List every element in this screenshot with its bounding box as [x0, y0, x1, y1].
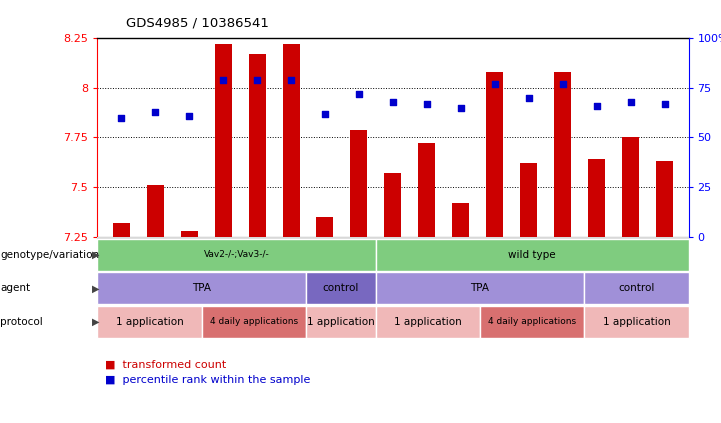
Bar: [384, 173, 402, 237]
Text: ■  percentile rank within the sample: ■ percentile rank within the sample: [105, 375, 310, 385]
Text: protocol: protocol: [0, 317, 43, 327]
Point: [115, 114, 127, 121]
Text: Vav2-/-;Vav3-/-: Vav2-/-;Vav3-/-: [203, 250, 270, 259]
Point: [387, 98, 399, 105]
Bar: [215, 44, 231, 237]
Point: [591, 102, 603, 109]
Text: genotype/variation: genotype/variation: [0, 250, 99, 260]
Bar: [487, 72, 503, 237]
Bar: [521, 163, 537, 237]
Bar: [554, 72, 571, 237]
Point: [625, 98, 637, 105]
Point: [489, 80, 500, 87]
Text: 4 daily applications: 4 daily applications: [488, 317, 576, 326]
Bar: [588, 159, 606, 237]
Point: [353, 91, 365, 97]
Bar: [350, 129, 368, 237]
Point: [319, 110, 331, 117]
Text: agent: agent: [0, 283, 30, 293]
Bar: [146, 185, 164, 237]
Text: 4 daily applications: 4 daily applications: [210, 317, 298, 326]
Text: 1 application: 1 application: [394, 317, 461, 327]
Text: TPA: TPA: [470, 283, 490, 293]
Text: control: control: [618, 283, 655, 293]
Text: wild type: wild type: [508, 250, 556, 260]
Text: ▶: ▶: [92, 317, 99, 327]
Point: [149, 108, 161, 115]
Text: 1 application: 1 application: [307, 317, 375, 327]
Point: [217, 77, 229, 83]
Bar: [249, 54, 265, 237]
Bar: [317, 217, 334, 237]
Text: ▶: ▶: [92, 250, 99, 260]
Point: [557, 80, 569, 87]
Bar: [180, 231, 198, 237]
Point: [421, 100, 433, 107]
Bar: [622, 137, 640, 237]
Point: [251, 77, 262, 83]
Text: 1 application: 1 application: [603, 317, 671, 327]
Bar: [112, 223, 130, 237]
Text: 1 application: 1 application: [115, 317, 183, 327]
Bar: [656, 161, 673, 237]
Text: TPA: TPA: [193, 283, 211, 293]
Point: [523, 94, 535, 101]
Text: GDS4985 / 10386541: GDS4985 / 10386541: [126, 16, 269, 30]
Text: control: control: [322, 283, 359, 293]
Bar: [283, 44, 299, 237]
Point: [455, 104, 466, 111]
Text: ■  transformed count: ■ transformed count: [105, 360, 226, 370]
Point: [659, 100, 671, 107]
Bar: [452, 203, 469, 237]
Point: [286, 77, 297, 83]
Bar: [418, 143, 435, 237]
Text: ▶: ▶: [92, 283, 99, 293]
Point: [183, 112, 195, 119]
